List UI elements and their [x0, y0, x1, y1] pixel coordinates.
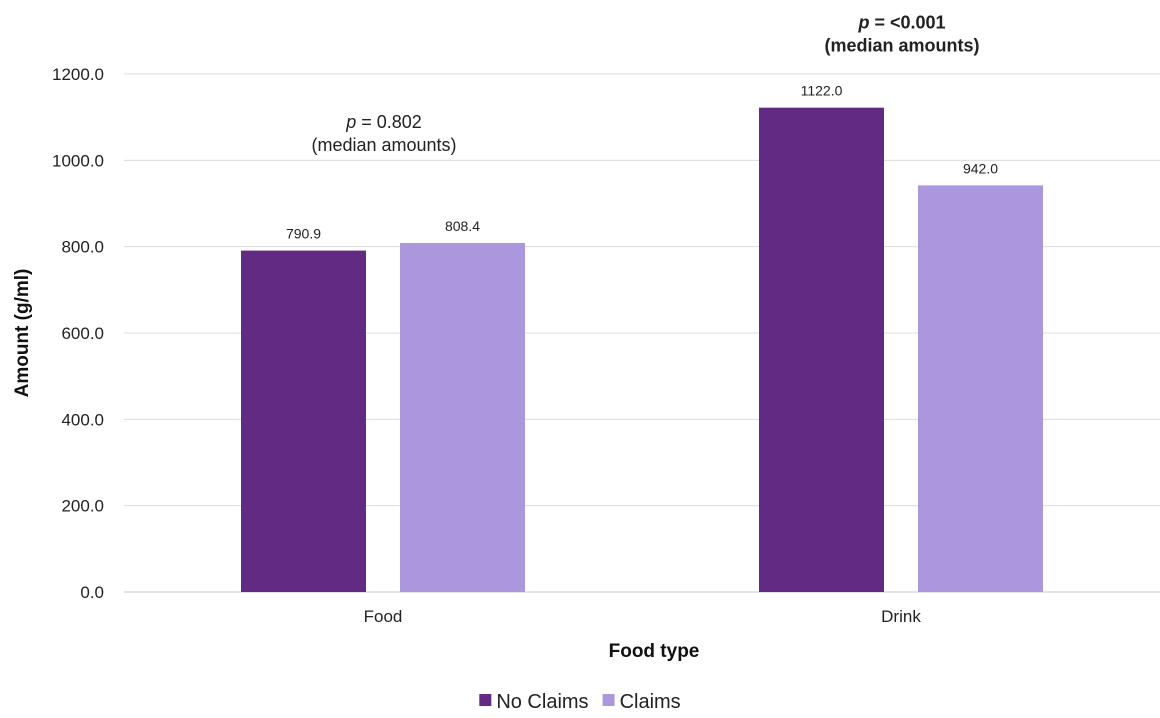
legend-label: No Claims: [496, 691, 588, 713]
y-axis-title: Amount (g/ml): [12, 269, 33, 398]
bar: [918, 185, 1043, 592]
bar: [400, 243, 525, 593]
median-note: (median amounts): [311, 135, 456, 155]
data-label: 942.0: [963, 160, 998, 176]
legend-label: Claims: [620, 691, 681, 713]
bar: [241, 250, 366, 592]
legend-swatch: [602, 694, 615, 706]
p-value-annotation: p = 0.802: [345, 112, 422, 132]
y-tick-label: 1000.0: [52, 151, 104, 170]
y-tick-label: 0.0: [80, 583, 104, 602]
y-tick-label: 600.0: [61, 324, 104, 343]
data-label: 1122.0: [801, 83, 843, 99]
y-tick-label: 800.0: [61, 238, 104, 257]
y-tick-label: 400.0: [61, 410, 104, 429]
data-label: 790.9: [286, 226, 321, 242]
x-tick-label: Food: [364, 607, 403, 626]
data-label: 808.4: [445, 218, 480, 234]
p-value-annotation: p = <0.001: [857, 13, 945, 33]
p-symbol: p: [345, 112, 356, 132]
legend: No Claims Claims: [479, 691, 681, 713]
legend-swatch: [479, 694, 492, 706]
p-value-text: = 0.802: [356, 112, 422, 132]
bar: [759, 107, 884, 593]
y-tick-label: 200.0: [61, 497, 104, 516]
median-note: (median amounts): [824, 36, 979, 56]
annotations: p = 0.802 (median amounts) p = <0.001 (medi…: [311, 13, 979, 155]
p-value-text: = <0.001: [869, 13, 945, 33]
x-axis-ticks: Food Drink: [364, 607, 922, 626]
data-labels: 790.9 808.4 1122.0 942.0: [286, 83, 998, 242]
p-symbol: p: [857, 13, 869, 33]
y-axis-ticks: 0.0 200.0 400.0 600.0 800.0 1000.0 1200.0: [52, 65, 104, 602]
y-tick-label: 1200.0: [52, 65, 104, 84]
x-axis-title: Food type: [609, 641, 700, 662]
x-tick-label: Drink: [881, 607, 921, 626]
bars: [241, 107, 1043, 593]
